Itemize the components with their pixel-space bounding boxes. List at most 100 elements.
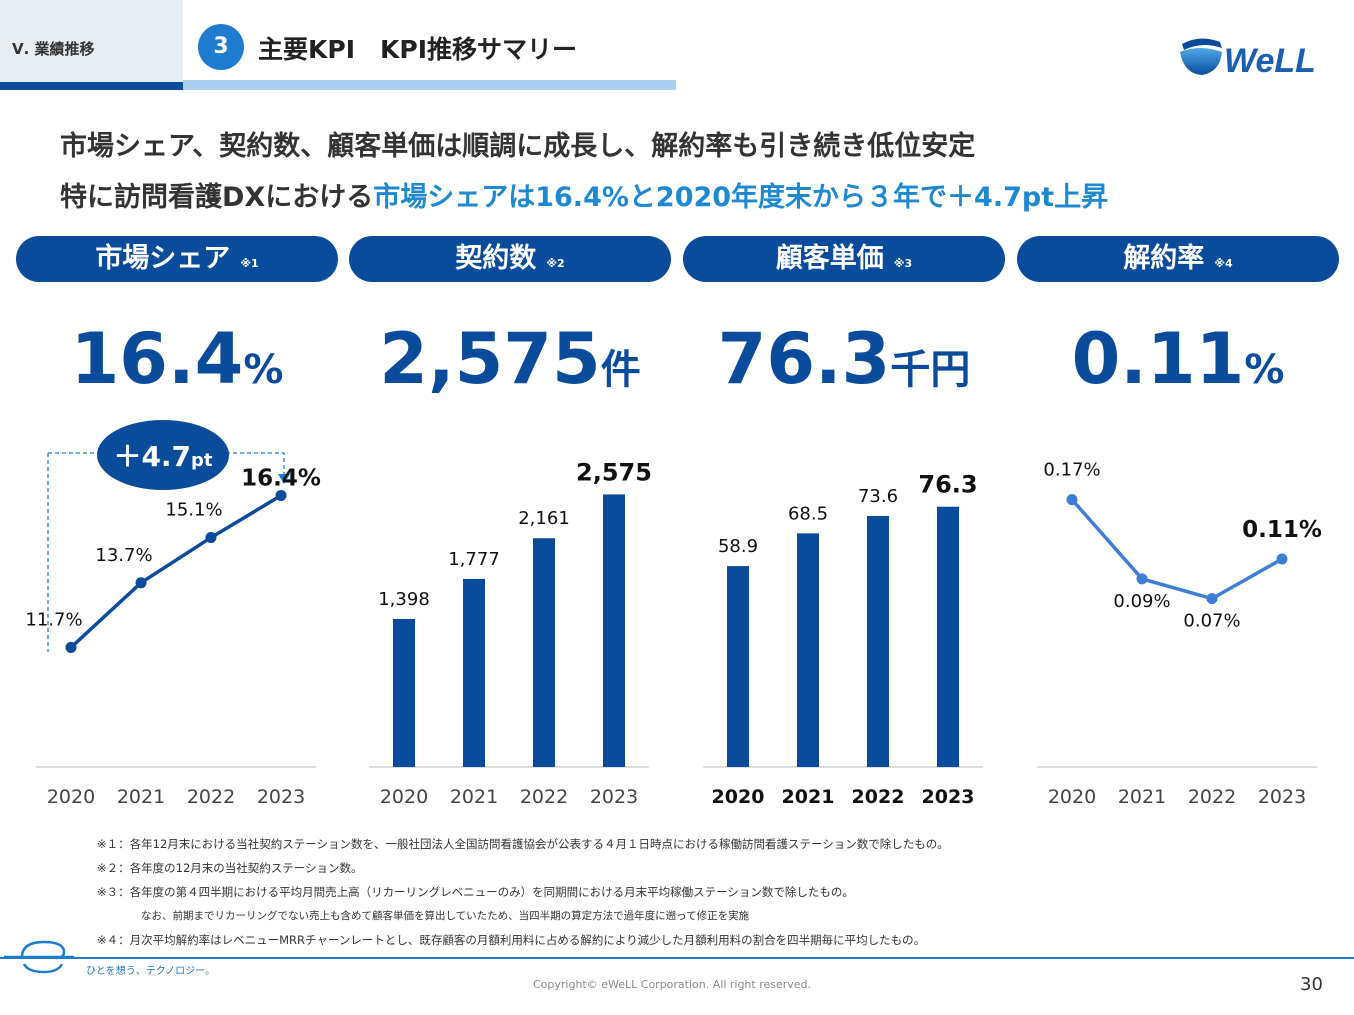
bar	[937, 506, 959, 767]
churn-rate-line-chart: 2020 2021 2022 2023 0.17% 0.09% 0.07% 0.11%	[1037, 460, 1322, 808]
kpi-pill-market-share: 市場シェア ※1	[16, 236, 338, 282]
bar	[463, 578, 485, 767]
bar	[393, 619, 415, 767]
kpi-label: 顧客単価	[775, 243, 884, 274]
data-label: 73.6	[858, 486, 898, 507]
x-tick-label: 2022	[187, 786, 235, 808]
header-bar-dark	[0, 82, 183, 90]
footnotes: ※１：各年12月末における当社契約ステーション数を、一般社団法人全国訪問看護協会…	[97, 832, 949, 952]
kpi-note: ※4	[1214, 257, 1233, 270]
callout-text: ＋4.7pt	[113, 440, 212, 473]
headline-line-1: 市場シェア、契約数、顧客単価は順調に成長し、解約率も引き続き低位安定	[60, 131, 976, 162]
bar	[867, 515, 889, 767]
data-point	[1136, 573, 1148, 585]
copyright: Copyright© eWeLL Corporation. All right …	[533, 978, 812, 991]
page-number: 30	[1300, 974, 1323, 995]
data-label: 2,575	[576, 458, 652, 486]
kpi-label: 市場シェア	[95, 243, 231, 274]
data-point	[205, 532, 217, 544]
contracts-bar-chart: 2020 2021 2022 2023 1,398 1,777 2,161 2,575	[369, 458, 652, 808]
data-label: 2,161	[518, 508, 570, 529]
headline-prefix: 特に訪問看護DXにおける	[60, 182, 374, 213]
bar	[727, 566, 749, 767]
kpi-unit: 千円	[890, 347, 971, 393]
kpi-number: 0.11	[1071, 318, 1245, 400]
data-label: 0.07%	[1183, 611, 1240, 632]
x-tick-label: 2023	[922, 786, 975, 808]
x-tick-label: 2021	[782, 786, 835, 808]
footnote-3-supplement: なお、前期までリカーリングでない売上も含めて顧客単価を算出していたため、当四半期…	[141, 910, 750, 922]
kpi-unit: 件	[600, 347, 641, 393]
x-tick-label: 2023	[257, 786, 305, 808]
kpi-number: 16.4	[70, 318, 244, 400]
footer-tagline: ひとを想う、テクノロジー。	[86, 966, 215, 977]
x-tick-label: 2021	[1118, 786, 1166, 808]
section-label: Ⅴ. 業績推移	[12, 40, 95, 58]
data-label: 0.11%	[1242, 517, 1322, 543]
kpi-label: 解約率	[1123, 243, 1205, 274]
series-line	[1070, 498, 1283, 601]
unit-price-bar-chart: 2020 2021 2022 2023 58.9 68.5 73.6 76.3	[703, 471, 983, 808]
kpi-note: ※3	[893, 257, 913, 270]
series-line	[69, 494, 282, 649]
data-label: 58.9	[718, 536, 758, 557]
svg-text:WeLL: WeLL	[1224, 42, 1316, 80]
header-bar-light	[183, 80, 676, 90]
data-point	[1206, 593, 1218, 605]
footnote-1: ※１：各年12月末における当社契約ステーション数を、一般社団法人全国訪問看護協会…	[97, 837, 949, 851]
kpi-unit: %	[1244, 347, 1285, 393]
data-point	[65, 641, 77, 653]
step-number-badge: 3	[198, 24, 244, 70]
headline-highlight: 市場シェアは16.4%と2020年度末から３年で＋4.7pt上昇	[373, 182, 1109, 213]
footer-line	[0, 957, 1354, 959]
x-tick-label: 2021	[450, 786, 498, 808]
data-point	[1276, 553, 1288, 565]
data-label: 15.1%	[165, 500, 222, 521]
kpi-number: 2,575	[379, 318, 601, 400]
data-point	[135, 577, 147, 589]
kpi-value-market-share: 16.4%	[16, 318, 338, 400]
kpi-pill-churn: 解約率 ※4	[1017, 236, 1339, 282]
x-tick-label: 2020	[47, 786, 95, 808]
data-label: 68.5	[788, 503, 828, 524]
kpi-pill-contracts: 契約数 ※2	[349, 236, 671, 282]
bar	[603, 494, 625, 767]
x-tick-label: 2022	[520, 786, 568, 808]
data-label: 76.3	[918, 471, 977, 499]
kpi-value-unit-price: 76.3千円	[683, 318, 1005, 400]
callout-suffix: pt	[191, 450, 213, 471]
kpi-number: 76.3	[717, 318, 891, 400]
kpi-value-churn: 0.11%	[1017, 318, 1339, 400]
data-label: 16.4%	[241, 466, 321, 492]
footnote-4: ※４：月次平均解約率はレベニューMRRチャーンレートとし、既存顧客の月額利用料に…	[97, 933, 926, 947]
x-tick-label: 2021	[117, 786, 165, 808]
market-share-line-chart: ＋4.7pt 2020 2021 2022 2023 11.7% 13.7% 15.1% 16…	[25, 420, 321, 808]
data-label: 1,398	[378, 589, 430, 610]
data-label: 0.09%	[1113, 591, 1170, 612]
x-tick-label: 2023	[590, 786, 638, 808]
data-label: 13.7%	[95, 545, 152, 566]
section-tab: Ⅴ. 業績推移	[0, 0, 183, 82]
x-tick-label: 2022	[852, 786, 905, 808]
page-title: 主要KPI KPI推移サマリー	[258, 35, 577, 64]
x-tick-label: 2020	[380, 786, 428, 808]
x-tick-label: 2023	[1258, 786, 1306, 808]
x-tick-label: 2022	[1188, 786, 1236, 808]
footnote-2: ※２：各年度の12月末の当社契約ステーション数。	[97, 861, 363, 875]
data-point	[275, 490, 287, 502]
bar	[533, 538, 555, 767]
data-label: 0.17%	[1043, 460, 1100, 481]
callout-arrow-head	[278, 474, 290, 484]
callout-main: ＋4.7	[113, 440, 191, 473]
kpi-pill-unit-price: 顧客単価 ※3	[683, 236, 1005, 282]
footer-e-mark-icon	[4, 940, 74, 974]
company-logo: WeLL	[1180, 38, 1316, 80]
kpi-note: ※1	[240, 257, 259, 270]
data-label: 11.7%	[25, 609, 82, 630]
kpi-value-contracts: 2,575件	[349, 318, 671, 400]
footnote-3: ※３：各年度の第４四半期における平均月間売上高（リカーリングレベニューのみ）を同…	[97, 885, 854, 899]
callout-ellipse	[97, 420, 229, 490]
bar	[797, 533, 819, 767]
data-point	[1066, 494, 1078, 506]
kpi-unit: %	[243, 347, 284, 393]
